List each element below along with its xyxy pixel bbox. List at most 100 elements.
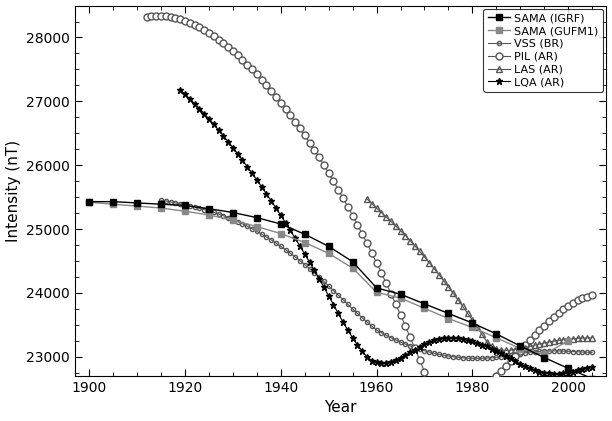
SAMA (IGRF)	[181, 203, 188, 208]
LAS (AR)	[368, 201, 375, 206]
LAS (AR)	[459, 304, 466, 309]
SAMA (IGRF)	[493, 331, 500, 336]
LAS (AR)	[416, 249, 424, 254]
LAS (AR)	[584, 336, 591, 341]
SAMA (GUFM1)	[469, 325, 476, 330]
SAMA (IGRF)	[157, 202, 165, 207]
SAMA (GUFM1)	[181, 209, 188, 214]
PIL (AR)	[588, 293, 595, 298]
LQA (AR)	[512, 359, 519, 364]
LAS (AR)	[411, 243, 419, 248]
Line: LQA (AR): LQA (AR)	[177, 86, 595, 377]
LAS (AR)	[474, 325, 481, 330]
SAMA (GUFM1)	[493, 335, 500, 340]
LAS (AR)	[569, 336, 577, 341]
Line: VSS (BR): VSS (BR)	[159, 198, 594, 360]
LAS (AR)	[478, 332, 485, 337]
PIL (AR)	[416, 357, 424, 362]
SAMA (GUFM1)	[133, 204, 141, 209]
SAMA (GUFM1)	[230, 218, 237, 223]
LAS (AR)	[488, 343, 495, 348]
VSS (BR)	[584, 350, 591, 355]
PIL (AR)	[488, 378, 495, 383]
Line: LAS (AR): LAS (AR)	[364, 196, 595, 353]
SAMA (GUFM1)	[564, 338, 572, 344]
LAS (AR)	[521, 345, 529, 350]
SAMA (GUFM1)	[277, 231, 285, 236]
LQA (AR)	[349, 335, 356, 340]
SAMA (IGRF)	[205, 206, 212, 211]
PIL (AR)	[450, 402, 457, 407]
LAS (AR)	[502, 348, 510, 353]
LAS (AR)	[517, 346, 524, 351]
LAS (AR)	[425, 260, 433, 265]
SAMA (GUFM1)	[373, 290, 380, 295]
X-axis label: Year: Year	[324, 400, 357, 416]
Line: SAMA (GUFM1): SAMA (GUFM1)	[86, 200, 571, 357]
LAS (AR)	[469, 317, 476, 322]
SAMA (IGRF)	[349, 259, 356, 264]
Legend: SAMA (IGRF), SAMA (GUFM1), VSS (BR), PIL (AR), LAS (AR), LQA (AR): SAMA (IGRF), SAMA (GUFM1), VSS (BR), PIL…	[483, 9, 603, 92]
PIL (AR)	[225, 45, 232, 50]
LAS (AR)	[464, 311, 471, 316]
LAS (AR)	[387, 219, 395, 224]
SAMA (IGRF)	[397, 292, 404, 297]
SAMA (IGRF)	[230, 210, 237, 215]
LAS (AR)	[450, 291, 457, 296]
VSS (BR)	[526, 350, 534, 355]
SAMA (GUFM1)	[110, 202, 117, 207]
SAMA (GUFM1)	[397, 296, 404, 301]
LAS (AR)	[512, 347, 519, 352]
SAMA (GUFM1)	[445, 316, 452, 321]
SAMA (GUFM1)	[517, 346, 524, 351]
VSS (BR)	[258, 232, 265, 237]
LAS (AR)	[559, 337, 567, 342]
SAMA (IGRF)	[588, 376, 595, 381]
LAS (AR)	[564, 337, 572, 342]
LAS (AR)	[531, 343, 539, 348]
LAS (AR)	[574, 336, 581, 341]
LAS (AR)	[507, 348, 514, 353]
LAS (AR)	[545, 339, 553, 344]
PIL (AR)	[152, 13, 160, 19]
LAS (AR)	[536, 341, 543, 346]
LAS (AR)	[588, 335, 595, 340]
LAS (AR)	[498, 347, 505, 352]
SAMA (GUFM1)	[421, 306, 428, 311]
LAS (AR)	[373, 205, 380, 210]
SAMA (IGRF)	[469, 320, 476, 325]
VSS (BR)	[579, 349, 586, 354]
LQA (AR)	[176, 87, 184, 92]
LAS (AR)	[364, 197, 371, 202]
Line: PIL (AR): PIL (AR)	[143, 13, 595, 408]
SAMA (IGRF)	[86, 199, 93, 204]
SAMA (GUFM1)	[157, 205, 165, 210]
LAS (AR)	[550, 338, 558, 344]
VSS (BR)	[588, 350, 595, 355]
SAMA (IGRF)	[301, 232, 308, 237]
SAMA (GUFM1)	[253, 224, 261, 229]
LAS (AR)	[378, 210, 385, 215]
LAS (AR)	[579, 336, 586, 341]
SAMA (GUFM1)	[205, 213, 212, 218]
SAMA (GUFM1)	[349, 266, 356, 271]
LQA (AR)	[382, 360, 390, 365]
SAMA (IGRF)	[445, 311, 452, 316]
VSS (BR)	[267, 237, 275, 242]
SAMA (IGRF)	[517, 344, 524, 349]
LQA (AR)	[588, 364, 595, 369]
LAS (AR)	[406, 238, 414, 243]
LAS (AR)	[397, 228, 404, 233]
LQA (AR)	[244, 164, 251, 169]
Y-axis label: Intensity (nT): Intensity (nT)	[6, 140, 21, 242]
SAMA (GUFM1)	[301, 240, 308, 245]
LAS (AR)	[435, 272, 442, 277]
SAMA (GUFM1)	[86, 200, 93, 205]
SAMA (IGRF)	[373, 285, 380, 290]
LAS (AR)	[555, 338, 562, 343]
LQA (AR)	[267, 198, 275, 203]
LAS (AR)	[382, 214, 390, 219]
LAS (AR)	[526, 344, 534, 349]
LQA (AR)	[550, 371, 558, 376]
LAS (AR)	[454, 297, 461, 302]
